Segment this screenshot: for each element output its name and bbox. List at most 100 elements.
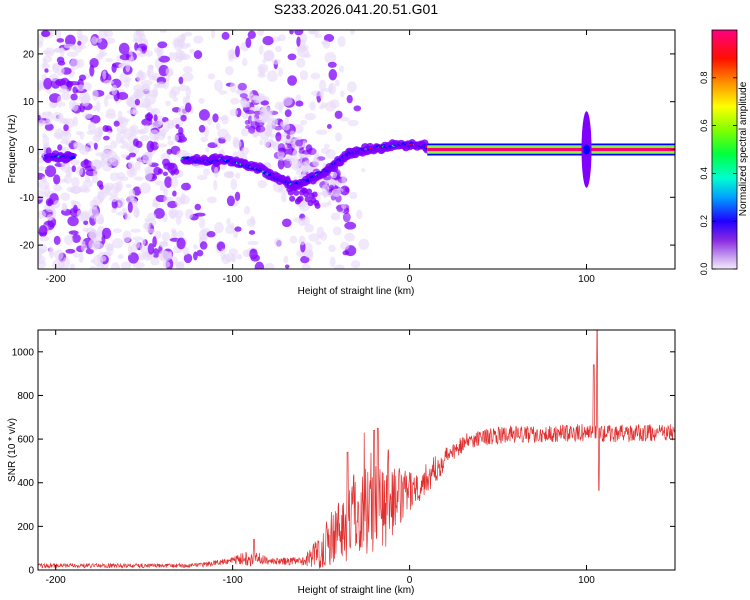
spectrogram-cell [89, 266, 98, 269]
spectrogram-cell [69, 155, 76, 160]
spectrogram-cell [258, 66, 266, 77]
spectrogram-cell [215, 122, 221, 131]
spectrogram-cell [315, 240, 322, 246]
spectrogram-cell [220, 248, 226, 260]
spectrogram-cell [68, 99, 76, 111]
spectrogram-cell [321, 184, 330, 194]
spectrogram-cell [281, 218, 292, 228]
spectrogram-cell [111, 63, 117, 73]
spectrogram-cell [297, 195, 304, 202]
spectrogram-cell [248, 115, 253, 126]
spectrogram-cell [199, 241, 208, 250]
spectrogram-cell [223, 171, 233, 178]
colorbar-tick-label: 0.2 [699, 215, 709, 228]
spectrogram-cell [125, 64, 131, 72]
colorbar-tick-label: 0.4 [699, 167, 709, 180]
spectrogram-cell [136, 30, 141, 37]
spectrogram-cell [301, 216, 311, 226]
spectrogram-cell [128, 161, 135, 170]
spectrogram-cell [250, 215, 255, 226]
spectrogram-cell [198, 217, 206, 229]
spectrogram-cell [42, 135, 50, 148]
spectrogram-ytick-label: -20 [20, 241, 35, 252]
spectrogram-cell [61, 91, 72, 101]
spectrogram-cell [58, 113, 64, 124]
spectrogram-cell [103, 145, 113, 157]
spectrogram-cell [120, 261, 132, 269]
spectrogram-cell [152, 248, 160, 259]
spectrogram-cell [293, 189, 300, 196]
spectrogram-cell [167, 135, 172, 141]
snr-ytick-label: 800 [17, 391, 34, 402]
spectrogram-cell [110, 262, 120, 269]
spectrogram-cell [42, 50, 53, 55]
spectrogram-cell [90, 259, 96, 264]
spectrogram-cell [127, 252, 139, 264]
spectrogram-cell [62, 204, 68, 212]
spectrogram-cell [284, 109, 292, 117]
spectrogram-cell [298, 235, 306, 246]
spectrogram-cell [133, 176, 144, 181]
spectrogram-cell [80, 210, 90, 221]
spectrogram-cell [200, 136, 209, 143]
spectrogram-cell [226, 217, 231, 226]
spectrogram-cell [168, 119, 174, 125]
spectrogram-cell [330, 171, 338, 179]
spectrogram-cell [234, 226, 242, 232]
spectrogram-cell [105, 125, 112, 133]
spectrogram-cell [178, 126, 184, 136]
spectrogram-cell [182, 246, 189, 256]
spectrogram-spike-core [583, 144, 591, 155]
spectrogram-ytick-label: 10 [23, 97, 35, 108]
spectrogram-cell [289, 195, 296, 202]
spectrogram-cell [66, 80, 74, 88]
snr-xtick-label: 0 [407, 575, 413, 586]
spectrogram-cell [311, 191, 318, 198]
spectrogram-cell [289, 30, 294, 35]
spectrogram-cell [278, 103, 283, 114]
spectrogram-cell [71, 45, 77, 50]
spectrogram-cell [315, 129, 328, 135]
spectrogram-cell [193, 35, 204, 44]
spectrogram-cell [247, 240, 259, 246]
spectrogram-cell [61, 102, 66, 107]
spectrogram-cell [225, 224, 235, 235]
spectrogram-cell [335, 132, 342, 142]
spectrogram-cell [38, 114, 41, 121]
spectrogram-cell [301, 263, 311, 269]
spectrogram-cell [152, 86, 159, 99]
spectrogram-cell [162, 158, 170, 167]
spectrogram-cell [185, 102, 192, 113]
spectrogram-cell [244, 109, 255, 115]
spectrogram-cell [181, 72, 194, 82]
spectrogram-cell [151, 107, 161, 116]
spectrogram-cell [76, 58, 85, 68]
spectrogram-cell [304, 223, 314, 233]
spectrogram-cell [358, 238, 370, 250]
spectrogram-cell [211, 30, 216, 39]
spectrogram-cell [295, 100, 304, 107]
spectrogram-cell [38, 119, 46, 127]
spectrogram-cell [174, 261, 185, 268]
spectrogram-cell [147, 65, 154, 78]
spectrogram-cell [76, 30, 83, 41]
spectrogram-cell [182, 66, 193, 73]
spectrogram-cell [310, 72, 321, 80]
spectrogram-cell [158, 129, 167, 137]
spectrogram-cell [175, 123, 180, 130]
spectrogram-cell [248, 125, 256, 134]
spectrogram-cell [146, 140, 155, 153]
spectrogram-cell [243, 205, 251, 215]
spectrogram-cell [214, 79, 223, 92]
spectrogram-cell [45, 206, 56, 213]
spectrogram-cell [294, 30, 304, 36]
spectrogram-cell [204, 125, 209, 138]
spectrogram-cell [126, 142, 135, 152]
spectrogram-cell [160, 240, 169, 247]
spectrogram-cell [128, 152, 137, 158]
spectrogram-cell [198, 109, 210, 121]
spectrogram-cell [259, 44, 264, 55]
spectrogram-cell [53, 174, 61, 185]
spectrogram-cell [126, 77, 132, 83]
